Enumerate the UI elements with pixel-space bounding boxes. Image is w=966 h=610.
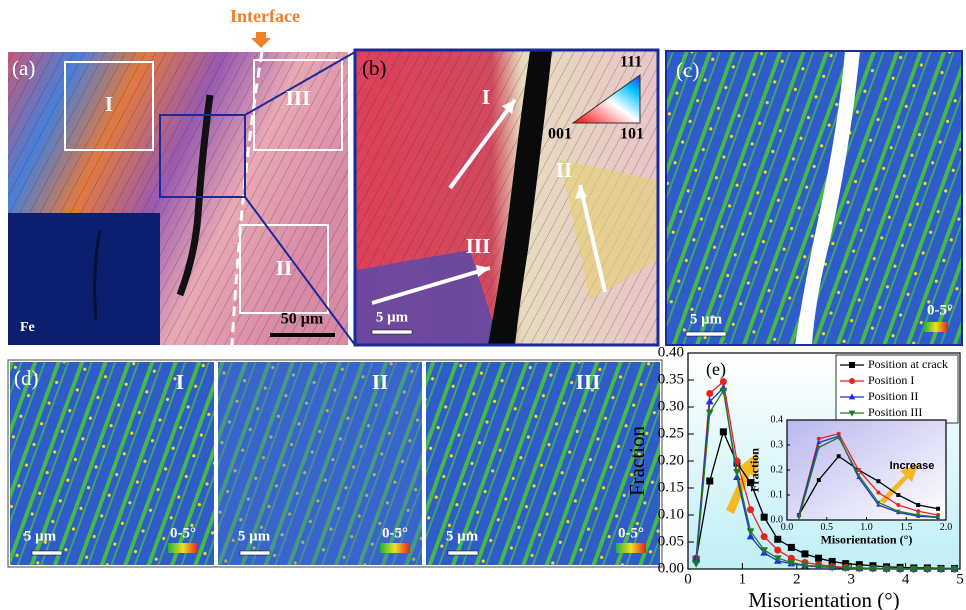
ipf-label: 001: [548, 126, 572, 143]
marker: [801, 550, 808, 557]
panel-label: (e): [706, 359, 726, 380]
y-tick-label: 0.10: [658, 506, 684, 522]
inset-annotation: Increase: [890, 460, 935, 472]
marker: [936, 507, 940, 511]
region-label: I: [482, 85, 490, 109]
x-tick-label: 4: [902, 572, 910, 588]
color-key-label: 0-5°: [927, 302, 953, 318]
y-tick-label: 0.35: [658, 371, 684, 387]
marker: [761, 514, 768, 521]
marker: [774, 536, 781, 543]
interface-label: Interface: [230, 6, 300, 26]
x-tick-label: 0.5: [821, 522, 834, 533]
y-tick-label: 0.20: [658, 452, 684, 468]
marker: [916, 509, 920, 513]
x-tick-label: 2.0: [940, 522, 953, 533]
marker: [817, 478, 821, 482]
marker: [706, 477, 713, 484]
x-axis-title: Misorientation (°): [821, 532, 913, 546]
region-label: III: [466, 234, 491, 258]
panel-label: (a): [12, 56, 35, 80]
scale-bar-label: 5 μm: [24, 528, 57, 544]
marker: [761, 533, 768, 540]
y-tick-label: 0.2: [771, 464, 784, 475]
y-tick-label: 0.30: [658, 398, 684, 414]
ipf-label: 101: [620, 126, 644, 143]
inset-label: Fe: [20, 320, 35, 335]
marker: [815, 555, 822, 562]
marker: [916, 503, 920, 507]
scale-bar-label: 5 μm: [238, 528, 271, 544]
subpanel-label: III: [576, 370, 601, 394]
marker: [896, 503, 900, 507]
x-tick-label: 2: [793, 572, 801, 588]
y-tick-label: 0.00: [658, 560, 684, 576]
panel-label: (b): [362, 56, 387, 80]
marker: [837, 454, 841, 458]
marker: [896, 493, 900, 497]
region-label: III: [286, 86, 311, 110]
marker: [849, 362, 855, 368]
marker: [876, 491, 880, 495]
y-tick-label: 0.05: [658, 533, 684, 549]
region-label: I: [105, 92, 113, 116]
color-key-label: 0-5°: [382, 525, 408, 541]
x-tick-label: 1: [739, 572, 747, 588]
legend-label: Position II: [868, 389, 918, 403]
y-tick-label: 0.0: [771, 514, 784, 525]
legend-label: Position at crack: [868, 357, 948, 371]
y-tick-label: 0.1: [771, 489, 784, 500]
y-tick-label: 0.25: [658, 425, 684, 441]
x-tick-label: 1.5: [900, 522, 913, 533]
marker: [706, 390, 713, 397]
marker: [876, 479, 880, 483]
y-tick-label: 0.3: [771, 439, 784, 450]
x-tick-label: 3: [847, 572, 855, 588]
scale-bar-label: 5 μm: [690, 311, 723, 327]
region-label: II: [276, 256, 292, 280]
panel-label: (c): [676, 58, 699, 82]
region-label: II: [556, 158, 572, 182]
y-tick-label: 0.40: [658, 344, 684, 360]
marker: [849, 378, 855, 384]
y-tick-label: 0.15: [658, 479, 684, 495]
scale-bar-label: 50 μm: [281, 311, 324, 328]
figure: Interface (a) I III II Fe 50 μm (b) I II…: [0, 0, 966, 610]
legend-label: Position III: [868, 405, 922, 419]
scale-bar-label: 5 μm: [376, 309, 409, 325]
panel-e: 0 1 2 3 4 5 0.00 0.05 0.10 0.15 0.20 0.25 0.30 0.35 0.…: [625, 344, 964, 610]
marker: [788, 544, 795, 551]
marker: [747, 506, 754, 513]
y-axis-title: Fraction: [625, 426, 649, 496]
legend-label: Position I: [868, 373, 914, 387]
color-key-label: 0-5°: [618, 525, 644, 541]
x-tick-label: 5: [956, 572, 964, 588]
x-tick-label: 1.0: [860, 522, 873, 533]
marker: [774, 547, 781, 554]
scale-bar-label: 5 μm: [446, 528, 479, 544]
interface-arrow: [251, 32, 271, 48]
x-axis-title: Misorientation (°): [748, 588, 899, 610]
panel-a: (a) I III II Fe 50 μm: [8, 52, 355, 345]
panel-b: (b) I II III 111 001 101 5 μm: [355, 50, 658, 345]
marker: [720, 428, 727, 435]
panel-c: (c) 5 μm 0-5°: [666, 51, 962, 345]
panel-label: (d): [14, 366, 39, 390]
panel-d: (d) I 5 μm 0-5° II 5 μm 0-5° III 5 μm 0-…: [8, 360, 662, 567]
subpanel-label: I: [176, 370, 184, 394]
ipf-label: 111: [620, 54, 642, 71]
color-key-label: 0-5°: [170, 525, 196, 541]
x-tick-label: 0: [684, 572, 692, 588]
subpanel-label: II: [372, 370, 388, 394]
y-axis-title: Fraction: [748, 448, 762, 492]
y-tick-label: 0.4: [771, 414, 784, 425]
